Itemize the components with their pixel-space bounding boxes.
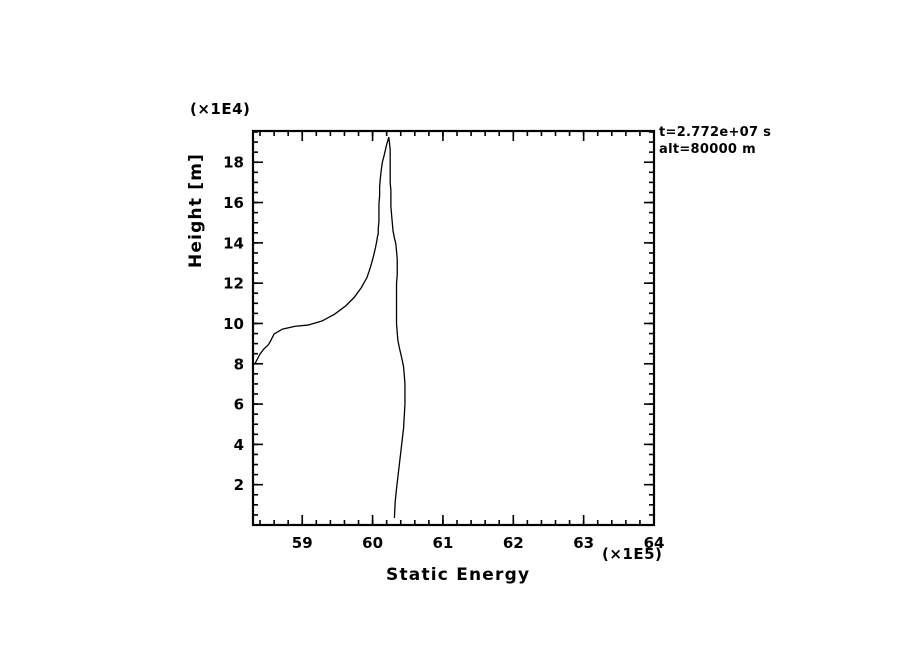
- axis-tick-labels: 59 60 61 62 63 64 2 4 6 8 10 12 14 16 18: [223, 154, 664, 552]
- y-tick-label: 14: [223, 234, 244, 252]
- axis-ticks: [253, 131, 655, 526]
- x-tick-label: 61: [433, 534, 454, 552]
- y-tick-label: 12: [223, 275, 244, 293]
- annotation-time: t=2.772e+07 s: [659, 125, 772, 140]
- data-curves: [254, 136, 406, 518]
- y-tick-label: 10: [223, 315, 244, 333]
- annotation-altitude: alt=80000 m: [659, 142, 756, 157]
- y-tick-label: 8: [234, 355, 244, 373]
- x-axis-multiplier-label: (×1E5): [602, 545, 663, 563]
- y-tick-label: 16: [223, 194, 244, 212]
- x-tick-label: 63: [573, 534, 594, 552]
- y-tick-label: 2: [234, 476, 244, 494]
- y-tick-label: 6: [234, 396, 244, 414]
- y-tick-label: 4: [234, 436, 244, 454]
- plot-annotation: t=2.772e+07 s alt=80000 m: [659, 124, 771, 158]
- y-axis-multiplier-label: (×1E4): [190, 100, 251, 118]
- x-tick-label: 59: [292, 534, 313, 552]
- x-tick-label: 60: [362, 534, 383, 552]
- static-energy-profile-right-branch: [388, 136, 406, 518]
- y-tick-label: 18: [223, 154, 244, 172]
- axes-frame: [251, 129, 656, 527]
- x-axis-title: Static Energy: [386, 565, 531, 585]
- static-energy-profile-left-branch: [254, 136, 390, 364]
- x-tick-label: 62: [503, 534, 524, 552]
- x-tick-label: 64: [644, 534, 665, 552]
